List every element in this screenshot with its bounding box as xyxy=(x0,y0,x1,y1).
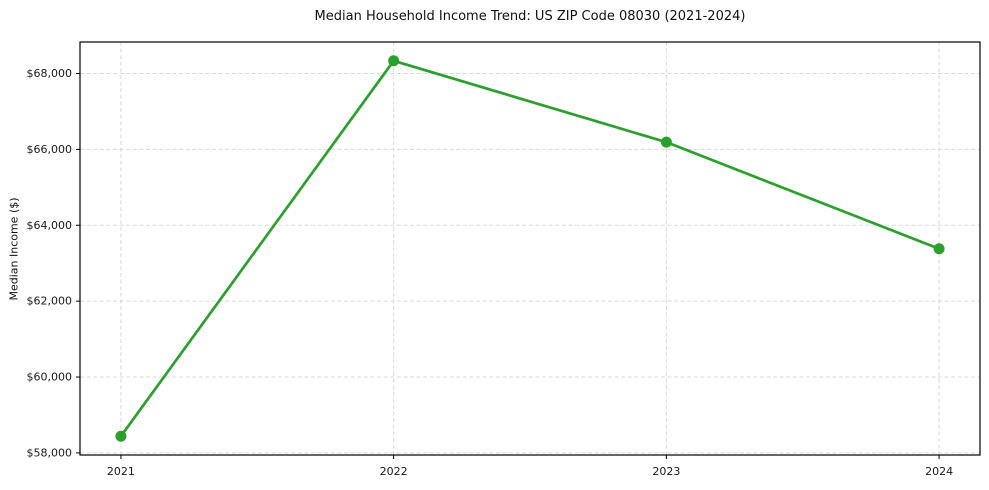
data-point-2021 xyxy=(115,430,127,442)
x-tick-label: 2023 xyxy=(652,465,680,478)
x-tick-label: 2022 xyxy=(380,465,408,478)
y-tick-label: $68,000 xyxy=(27,67,73,80)
y-tick-label: $66,000 xyxy=(27,143,73,156)
data-point-2024 xyxy=(933,243,945,255)
y-tick-label: $58,000 xyxy=(27,446,73,459)
x-tick-label: 2024 xyxy=(925,465,953,478)
x-tick-label: 2021 xyxy=(107,465,135,478)
y-tick-label: $64,000 xyxy=(27,219,73,232)
trend-line xyxy=(119,59,941,438)
data-point-2023 xyxy=(660,136,672,148)
plot-frame xyxy=(79,41,981,456)
data-point-2022 xyxy=(388,55,400,67)
y-tick-label: $62,000 xyxy=(27,295,73,308)
y-tick-label: $60,000 xyxy=(27,371,73,384)
chart-title: Median Household Income Trend: US ZIP Co… xyxy=(314,9,746,24)
